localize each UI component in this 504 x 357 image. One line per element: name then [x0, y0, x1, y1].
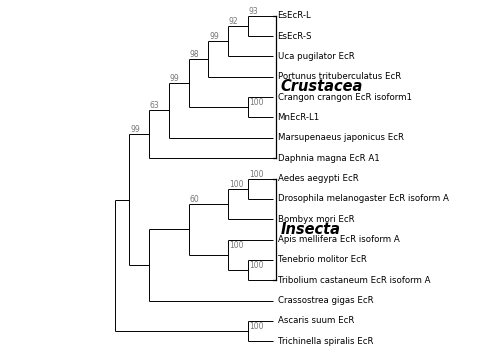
- Text: 63: 63: [150, 101, 160, 110]
- Text: MnEcR-L1: MnEcR-L1: [278, 113, 320, 122]
- Text: EsEcR-S: EsEcR-S: [278, 32, 312, 41]
- Text: Crustacea: Crustacea: [281, 80, 363, 95]
- Text: 60: 60: [190, 195, 199, 204]
- Text: 100: 100: [229, 241, 243, 250]
- Text: 100: 100: [248, 322, 263, 331]
- Text: 92: 92: [229, 17, 238, 26]
- Text: Crassostrea gigas EcR: Crassostrea gigas EcR: [278, 296, 373, 305]
- Text: 99: 99: [130, 125, 140, 134]
- Text: EsEcR-L: EsEcR-L: [278, 11, 311, 20]
- Text: Apis mellifera EcR isoform A: Apis mellifera EcR isoform A: [278, 235, 399, 244]
- Text: 99: 99: [209, 32, 219, 41]
- Text: Marsupenaeus japonicus EcR: Marsupenaeus japonicus EcR: [278, 133, 404, 142]
- Text: Trichinella spiralis EcR: Trichinella spiralis EcR: [278, 337, 373, 346]
- Text: 100: 100: [248, 261, 263, 270]
- Text: 100: 100: [248, 170, 263, 178]
- Text: Ascaris suum EcR: Ascaris suum EcR: [278, 316, 354, 325]
- Text: Drosophila melanogaster EcR isoform A: Drosophila melanogaster EcR isoform A: [278, 194, 449, 203]
- Text: Tenebrio molitor EcR: Tenebrio molitor EcR: [278, 255, 366, 265]
- Text: 93: 93: [248, 7, 259, 16]
- Text: Portunus trituberculatus EcR: Portunus trituberculatus EcR: [278, 72, 401, 81]
- Text: Crangon crangon EcR isoform1: Crangon crangon EcR isoform1: [278, 92, 412, 102]
- Text: Tribolium castaneum EcR isoform A: Tribolium castaneum EcR isoform A: [278, 276, 430, 285]
- Text: Uca pugilator EcR: Uca pugilator EcR: [278, 52, 354, 61]
- Text: Bombyx mori EcR: Bombyx mori EcR: [278, 215, 354, 224]
- Text: 98: 98: [190, 50, 199, 59]
- Text: 100: 100: [248, 98, 263, 107]
- Text: 99: 99: [170, 74, 179, 83]
- Text: Aedes aegypti EcR: Aedes aegypti EcR: [278, 174, 358, 183]
- Text: Insecta: Insecta: [281, 222, 341, 237]
- Text: 100: 100: [229, 180, 243, 188]
- Text: Daphnia magna EcR A1: Daphnia magna EcR A1: [278, 154, 380, 163]
